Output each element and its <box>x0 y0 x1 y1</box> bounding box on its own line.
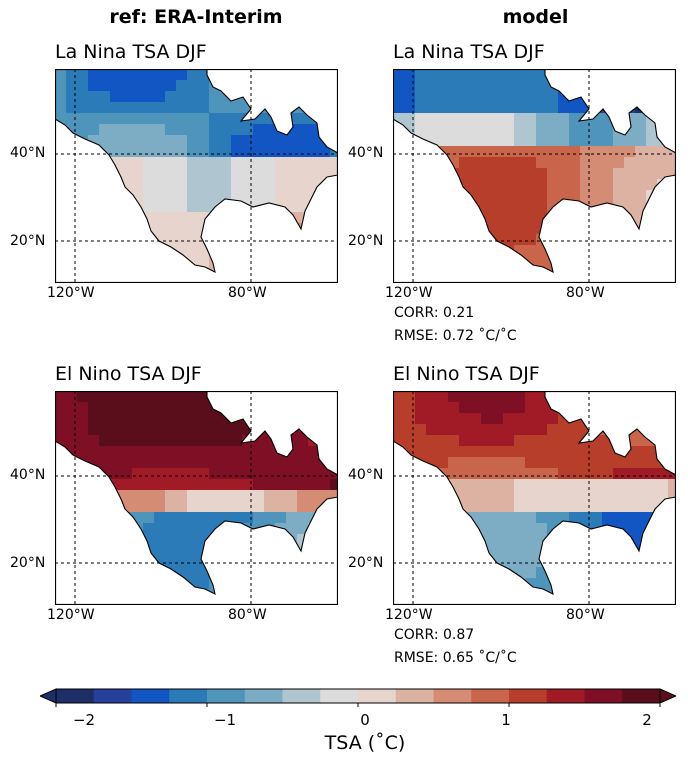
colorbar-tick: −1 <box>213 711 237 729</box>
lat-label-20n: 20°N <box>10 233 46 249</box>
lat-label-20n: 20°N <box>348 555 384 571</box>
corr-elnino: CORR: 0.87 <box>394 627 475 643</box>
lon-label-80w: 80°W <box>228 607 267 623</box>
model-column-title: model <box>502 6 569 28</box>
corr-lanina: CORR: 0.21 <box>394 305 475 321</box>
map-panel-ref-lanina <box>55 69 338 283</box>
lon-label-80w: 80°W <box>566 285 605 301</box>
panel-title-ref-lanina: La Nina TSA DJF <box>55 41 207 63</box>
colorbar-tick: 2 <box>642 711 652 729</box>
panel-title-ref-elnino: El Nino TSA DJF <box>55 363 202 385</box>
map-panel-ref-elnino <box>55 391 338 605</box>
map-panel-model-lanina <box>393 69 676 283</box>
lat-label-40n: 40°N <box>348 467 384 483</box>
colorbar-tick: 1 <box>501 711 511 729</box>
colorbar <box>40 688 676 707</box>
panel-title-model-elnino: El Nino TSA DJF <box>393 363 540 385</box>
lat-label-40n: 40°N <box>10 145 46 161</box>
colorbar-tick: 0 <box>360 711 370 729</box>
lon-label-120w: 120°W <box>385 607 433 623</box>
map-panel-model-elnino <box>393 391 676 605</box>
rmse-lanina: RMSE: 0.72 ˚C/˚C <box>394 328 517 344</box>
lon-label-120w: 120°W <box>47 285 95 301</box>
ref-column-title: ref: ERA-Interim <box>109 6 283 28</box>
lat-label-20n: 20°N <box>10 555 46 571</box>
colorbar-tick: −2 <box>72 711 96 729</box>
rmse-elnino: RMSE: 0.65 ˚C/˚C <box>394 650 517 666</box>
lat-label-20n: 20°N <box>348 233 384 249</box>
lon-label-120w: 120°W <box>47 607 95 623</box>
lon-label-80w: 80°W <box>566 607 605 623</box>
panel-title-model-lanina: La Nina TSA DJF <box>393 41 545 63</box>
lon-label-80w: 80°W <box>228 285 267 301</box>
lon-label-120w: 120°W <box>385 285 433 301</box>
lat-label-40n: 40°N <box>10 467 46 483</box>
lat-label-40n: 40°N <box>348 145 384 161</box>
colorbar-label: TSA (˚C) <box>324 732 406 754</box>
